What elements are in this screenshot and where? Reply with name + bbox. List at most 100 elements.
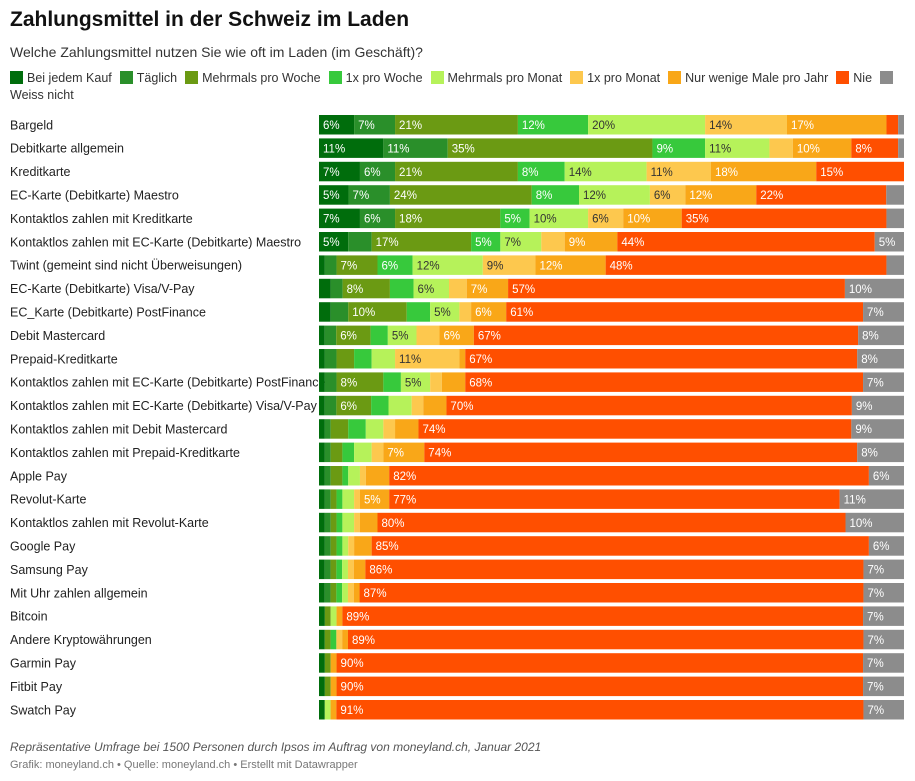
bar-segment [319,395,325,416]
data-label: 7% [323,214,340,226]
chart-notes: Repräsentative Umfrage bei 1500 Personen… [10,740,542,754]
category-label: EC-Karte (Debitkarte) Maestro [10,188,179,202]
legend-swatch [836,71,850,84]
bar-segment [383,372,401,392]
data-label: 24% [394,190,417,202]
bar-segment [319,606,325,626]
data-label: 8% [855,143,872,155]
bar-segment [792,138,852,158]
bar-segment [851,395,904,416]
bar-segment [359,161,396,182]
data-label: 8% [522,167,539,179]
bar-segment [389,466,869,486]
bar-segment [383,419,396,439]
bar-segment [324,536,331,556]
bar-segment [347,583,354,603]
data-label: 7% [358,120,375,132]
bar-segment [886,185,904,205]
data-label: 11% [323,143,345,155]
bar-segment [342,466,349,486]
bar-segment [330,700,337,720]
chart-legend: Bei jedem Kauf Täglich Mehrmals pro Woche 1… [10,70,910,104]
bar-segment [330,676,337,697]
legend-label: Weiss nicht [10,88,74,102]
bar-segment [863,653,904,673]
data-label: 89% [346,611,369,623]
bar-segment [681,208,887,229]
bar-segment [319,302,331,322]
bar-segment [336,395,372,416]
data-label: 6% [873,541,890,553]
data-label: 8% [862,331,879,343]
data-label: 7% [867,377,884,389]
bar-segment [588,208,624,229]
data-label: 8% [536,190,553,202]
bar-segment [336,325,371,346]
bar-segment [324,606,331,626]
data-label: 7% [867,565,884,577]
bar-segment [324,653,331,673]
bar-segment [348,466,360,486]
category-label: Andere Kryptowährungen [10,633,152,647]
data-label: 6% [592,214,609,226]
bar-segment [319,278,331,299]
bar-segment [348,419,366,439]
bar-segment [395,419,419,439]
bar-segment [886,208,904,229]
data-label: 5% [405,377,422,389]
bar-segment [319,489,325,509]
bar-segment [319,325,325,346]
bar-segment [324,583,331,603]
bar-segment [377,255,413,275]
data-label: 57% [512,284,535,296]
data-label: 6% [873,471,890,483]
category-label: Revolut-Karte [10,493,86,507]
bar-segment [851,138,899,158]
bar-segment [348,185,390,205]
data-label: 21% [399,167,422,179]
data-label: 44% [621,237,644,249]
bar-segment [430,302,460,322]
bar-segment [347,629,864,650]
data-label: 5% [504,214,521,226]
data-label: 12% [417,260,440,272]
bar-segment [389,489,840,509]
bar-segment [517,161,565,182]
data-label: 20% [592,120,615,132]
bar-segment [336,606,343,626]
bar-segment [324,676,331,697]
bar-segment [348,536,355,556]
bar-segment [336,255,378,275]
bar-segment [354,349,372,369]
bar-segment [886,255,904,275]
bar-segment [365,419,384,439]
bar-segment [383,138,448,158]
bar-segment [319,512,325,533]
bar-segment [858,325,904,346]
bar-segment [354,442,372,463]
bar-segment [330,278,343,299]
bar-segment [430,372,442,392]
category-label: Kontaktlos zahlen mit EC-Karte (Debitkar… [10,376,325,390]
data-label: 7% [504,237,521,249]
bar-segment [898,115,904,135]
data-label: 7% [867,682,884,694]
category-label: Kontaktlos zahlen mit Revolut-Karte [10,516,209,530]
bar-segment [898,138,904,158]
bar-segment [517,115,589,135]
data-label: 7% [867,307,884,319]
data-label: 5% [392,331,409,343]
bar-segment [500,232,542,252]
data-label: 6% [382,260,399,272]
data-label: 22% [760,190,783,202]
bar-segment [395,208,501,229]
bar-segment [705,115,787,135]
data-label: 8% [341,377,358,389]
data-label: 5% [434,307,451,319]
bar-segment [324,512,331,533]
bar-segment [330,583,337,603]
bar-segment [605,255,887,275]
bar-segment [649,185,686,205]
data-label: 7% [471,284,488,296]
bar-segment [459,302,472,322]
